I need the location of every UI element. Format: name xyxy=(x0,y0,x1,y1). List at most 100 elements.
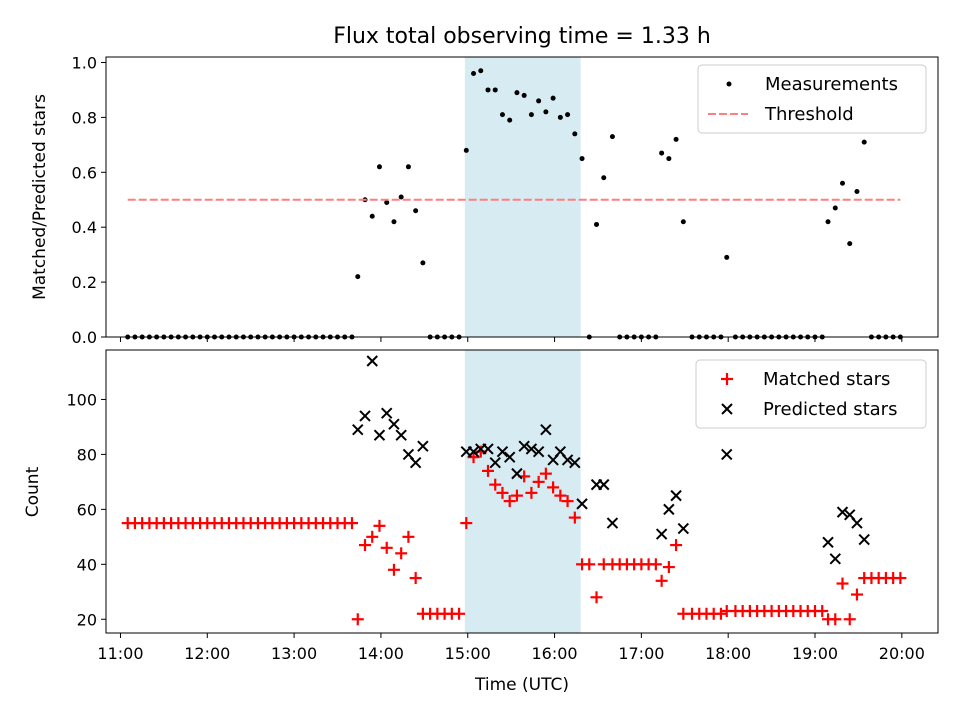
ratio-y-ticks: 0.0 0.2 0.4 0.6 0.8 1.0 xyxy=(72,53,106,347)
matched-stars-point xyxy=(590,591,603,604)
predicted-stars-point xyxy=(561,454,574,466)
predicted-stars-point xyxy=(518,440,530,452)
matched-stars-point xyxy=(481,464,494,477)
measurements-point xyxy=(861,139,867,145)
y-tick-label: 0.6 xyxy=(72,163,97,182)
measurements-point xyxy=(355,274,361,280)
measurements-point xyxy=(384,199,390,205)
matched-stars-point xyxy=(402,530,415,543)
predicted-stars-point xyxy=(829,553,841,565)
matched-stars-point xyxy=(387,563,400,576)
measurements-point xyxy=(565,112,571,118)
shaded-span-top xyxy=(464,57,581,337)
measurements-point xyxy=(369,213,375,219)
predicted-stars-point xyxy=(532,445,545,458)
measurements-point xyxy=(471,70,477,76)
matched-stars-point xyxy=(351,613,364,626)
measurements-point xyxy=(840,180,846,186)
measurements-point xyxy=(521,92,527,98)
measurements-point xyxy=(499,112,505,118)
count-x-ticks: 11:00 12:00 13:00 14:00 15:00 16:00 17:00 18:00… xyxy=(97,633,925,663)
y-tick-label: 0.0 xyxy=(72,328,97,347)
measurements-point xyxy=(847,241,853,247)
panel-ratio: 0.0 0.2 0.4 0.6 0.8 1.0 Matched/Predicted sta… xyxy=(30,53,939,347)
measurements-point xyxy=(832,205,838,211)
measurements-point xyxy=(854,189,860,195)
predicted-stars-point xyxy=(569,456,581,469)
measurements-point xyxy=(463,147,469,153)
predicted-stars-point xyxy=(655,528,668,540)
predicted-stars-point xyxy=(467,445,480,458)
predicted-stars-point xyxy=(851,517,863,529)
x-tick-label: 11:00 xyxy=(97,644,143,663)
measurements-point xyxy=(514,90,520,96)
predicted-stars-point xyxy=(511,467,523,480)
predicted-stars-point xyxy=(409,456,422,469)
matched-stars-point xyxy=(662,561,675,574)
matched-stars-point xyxy=(554,489,567,502)
predicted-stars-point xyxy=(836,506,849,518)
measurements-point xyxy=(376,164,382,170)
predicted-stars-point xyxy=(540,423,552,436)
measurements-point xyxy=(666,156,672,162)
count-y-ticks: 20 40 60 80 100 xyxy=(66,390,106,629)
predicted-stars-point xyxy=(482,443,494,455)
y-tick-label: 1.0 xyxy=(72,53,97,72)
measurements-point xyxy=(609,134,615,140)
y-tick-label: 80 xyxy=(77,445,97,464)
predicted-stars-point xyxy=(359,410,371,422)
x-tick-label: 13:00 xyxy=(271,644,317,663)
matched-stars-point xyxy=(649,558,662,571)
predicted-stars-point xyxy=(503,451,516,463)
predicted-stars-point xyxy=(858,533,870,546)
matched-stars-point xyxy=(532,475,545,488)
matched-stars-point xyxy=(583,558,596,571)
legend-measurements-marker xyxy=(726,81,732,87)
measurements-point xyxy=(557,114,563,120)
y-tick-label: 20 xyxy=(77,610,97,629)
measurements-point xyxy=(536,98,542,104)
y-tick-label: 40 xyxy=(77,555,97,574)
predicted-stars-point xyxy=(576,498,588,510)
measurements-point xyxy=(550,95,556,101)
matched-stars-point xyxy=(850,588,863,601)
matched-stars-point xyxy=(345,517,358,530)
measurements-point xyxy=(594,221,600,227)
matched-stars-point xyxy=(547,481,560,494)
predicted-stars-point xyxy=(417,440,429,452)
measurements-point xyxy=(724,254,730,260)
matched-stars-point xyxy=(655,574,668,587)
ratio-x-ticks xyxy=(119,337,903,342)
measurements-point xyxy=(507,117,513,123)
matched-stars-point xyxy=(467,451,480,464)
measurements-point xyxy=(478,68,484,74)
predicted-stars-point xyxy=(496,445,509,458)
x-tick-label: 19:00 xyxy=(792,644,838,663)
predicted-stars-point xyxy=(606,517,619,529)
legend-matched-label: Matched stars xyxy=(763,369,890,390)
measurements-point xyxy=(405,164,411,170)
matched-stars-point xyxy=(829,613,842,626)
measurements-point xyxy=(528,112,534,118)
x-tick-label: 14:00 xyxy=(358,644,404,663)
x-tick-label: 15:00 xyxy=(445,644,491,663)
legend-measurements-label: Measurements xyxy=(765,74,898,95)
measurements-point xyxy=(420,260,426,266)
matched-stars-point xyxy=(359,539,372,552)
matched-stars-point xyxy=(836,577,849,590)
matched-stars-point xyxy=(395,547,408,560)
matched-stars-point xyxy=(503,495,516,508)
predicted-stars-point xyxy=(373,429,386,441)
measurements-point xyxy=(485,87,491,93)
matched-stars-point xyxy=(460,517,473,530)
matched-stars-point xyxy=(568,511,581,524)
measurements-point xyxy=(825,219,831,225)
measurements-point xyxy=(543,109,549,115)
predicted-stars-point xyxy=(822,536,834,549)
measurements-point xyxy=(492,87,498,93)
y-tick-label: 0.4 xyxy=(72,218,97,237)
y-tick-label: 60 xyxy=(77,500,97,519)
measurements-point xyxy=(413,208,419,214)
matched-stars-point xyxy=(373,519,386,532)
